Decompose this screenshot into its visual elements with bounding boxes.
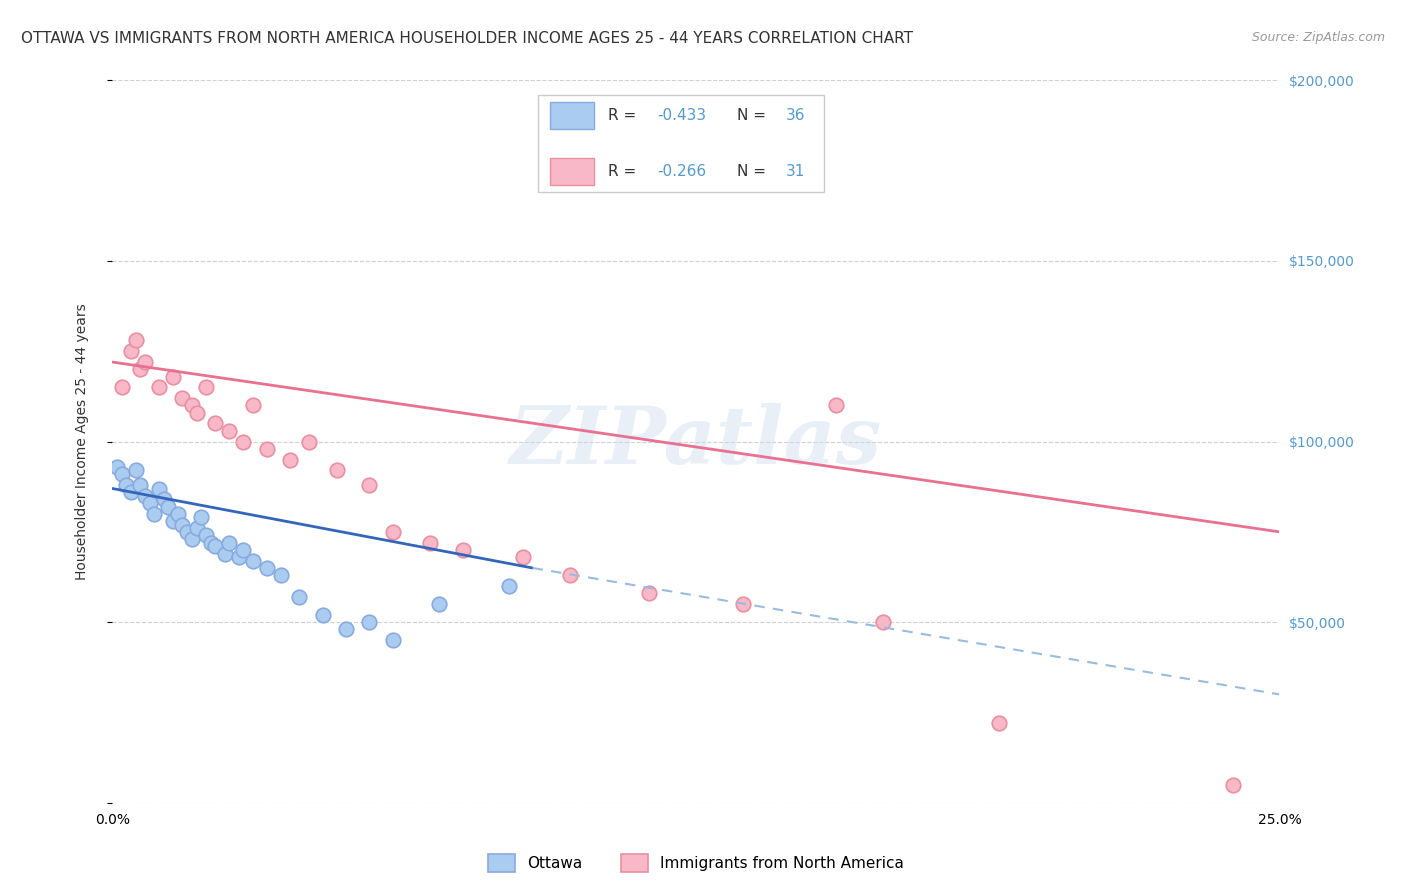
Point bbox=[325, 463, 347, 477]
Point bbox=[381, 633, 404, 648]
Point bbox=[139, 496, 162, 510]
Point bbox=[288, 590, 311, 604]
Point bbox=[825, 398, 848, 412]
Text: -0.266: -0.266 bbox=[658, 164, 707, 178]
Point bbox=[194, 380, 217, 394]
Point bbox=[129, 362, 152, 376]
Point bbox=[204, 417, 226, 431]
Point bbox=[311, 607, 333, 622]
Point bbox=[218, 424, 240, 438]
Point bbox=[731, 597, 754, 611]
Point bbox=[256, 442, 278, 456]
Point bbox=[180, 398, 202, 412]
Point bbox=[297, 434, 319, 449]
Point bbox=[120, 344, 142, 359]
Legend: Ottawa, Immigrants from North America: Ottawa, Immigrants from North America bbox=[481, 848, 911, 879]
Point bbox=[872, 615, 894, 630]
Text: OTTAWA VS IMMIGRANTS FROM NORTH AMERICA HOUSEHOLDER INCOME AGES 25 - 44 YEARS CO: OTTAWA VS IMMIGRANTS FROM NORTH AMERICA … bbox=[21, 31, 912, 46]
Point bbox=[204, 539, 226, 553]
Point bbox=[111, 380, 134, 394]
Point bbox=[278, 452, 301, 467]
Point bbox=[242, 398, 264, 412]
Point bbox=[512, 550, 534, 565]
Point bbox=[228, 550, 250, 565]
Point bbox=[148, 380, 170, 394]
Text: R =: R = bbox=[609, 108, 641, 123]
Point bbox=[270, 568, 292, 582]
Point bbox=[638, 586, 661, 600]
Point bbox=[105, 459, 128, 474]
Point bbox=[335, 623, 357, 637]
Point bbox=[129, 478, 152, 492]
Point bbox=[176, 524, 198, 539]
Point bbox=[143, 507, 166, 521]
Point bbox=[172, 391, 194, 405]
Text: N =: N = bbox=[737, 108, 770, 123]
Point bbox=[120, 485, 142, 500]
Point bbox=[558, 568, 581, 582]
Point bbox=[498, 579, 520, 593]
Point bbox=[157, 500, 180, 514]
Point bbox=[115, 478, 138, 492]
Text: N =: N = bbox=[737, 164, 770, 178]
Point bbox=[111, 467, 134, 481]
Y-axis label: Householder Income Ages 25 - 44 years: Householder Income Ages 25 - 44 years bbox=[75, 303, 89, 580]
Text: R =: R = bbox=[609, 164, 641, 178]
Point bbox=[148, 482, 170, 496]
Point bbox=[134, 489, 156, 503]
Point bbox=[200, 535, 222, 549]
Point bbox=[134, 355, 156, 369]
Point bbox=[186, 406, 208, 420]
Point bbox=[190, 510, 212, 524]
Point bbox=[381, 524, 404, 539]
Point bbox=[186, 521, 208, 535]
Point bbox=[232, 542, 254, 557]
FancyBboxPatch shape bbox=[538, 95, 824, 193]
Bar bbox=[550, 158, 595, 185]
Text: -0.433: -0.433 bbox=[658, 108, 707, 123]
Point bbox=[125, 334, 148, 348]
Point bbox=[166, 507, 188, 521]
Point bbox=[162, 514, 184, 528]
Point bbox=[162, 369, 184, 384]
Text: ZIPatlas: ZIPatlas bbox=[510, 403, 882, 480]
Point bbox=[218, 535, 240, 549]
Bar bbox=[550, 102, 595, 129]
Point bbox=[180, 532, 202, 546]
Point bbox=[214, 547, 236, 561]
Text: 31: 31 bbox=[786, 164, 806, 178]
Point bbox=[256, 561, 278, 575]
Point bbox=[125, 463, 148, 477]
Point bbox=[359, 615, 381, 630]
Point bbox=[427, 597, 450, 611]
Point bbox=[242, 554, 264, 568]
Point bbox=[988, 716, 1011, 731]
Point bbox=[359, 478, 381, 492]
Text: Source: ZipAtlas.com: Source: ZipAtlas.com bbox=[1251, 31, 1385, 45]
Point bbox=[419, 535, 441, 549]
Point bbox=[153, 492, 176, 507]
Point bbox=[194, 528, 217, 542]
Text: 36: 36 bbox=[786, 108, 806, 123]
Point bbox=[1222, 778, 1244, 792]
Point bbox=[451, 542, 474, 557]
Point bbox=[172, 517, 194, 532]
Point bbox=[232, 434, 254, 449]
